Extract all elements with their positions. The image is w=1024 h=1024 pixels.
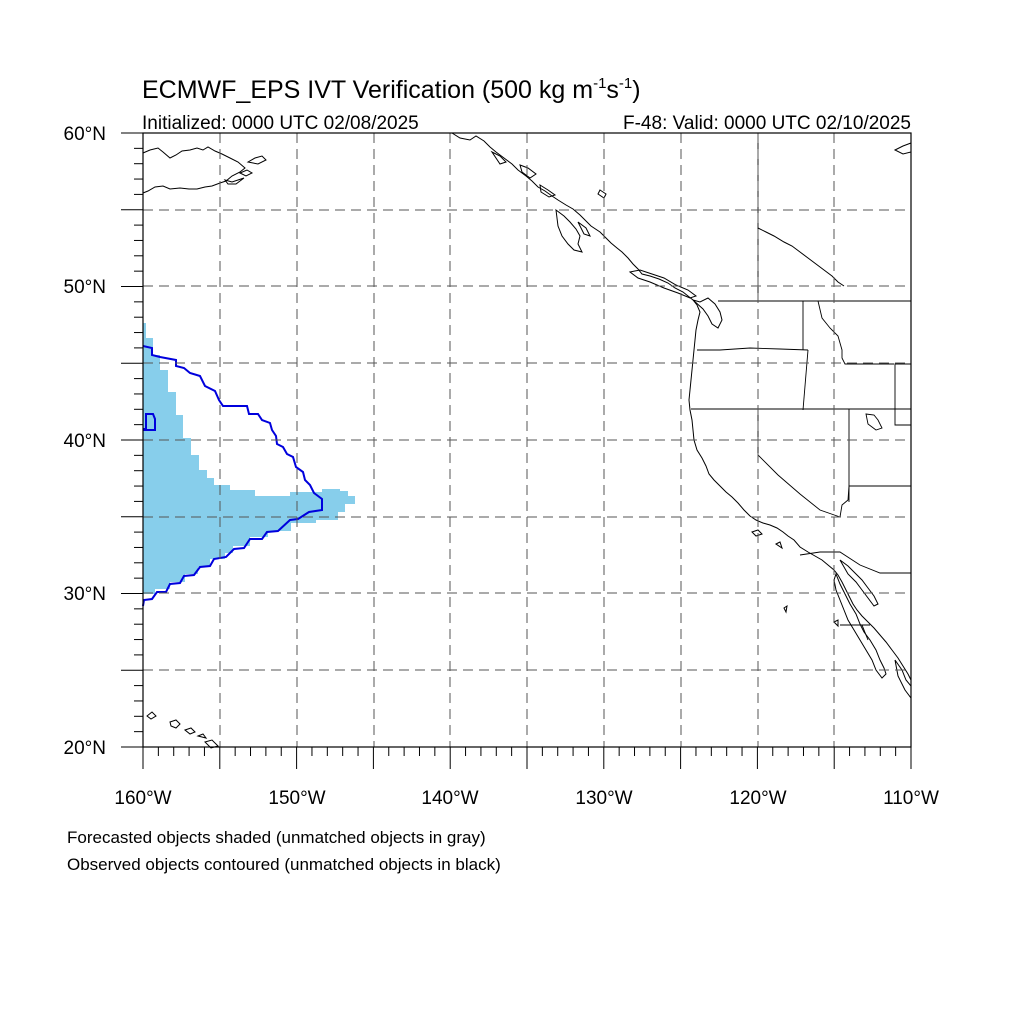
lat-label-20n: 20°N	[64, 738, 106, 759]
forecast-object-shaded	[143, 323, 355, 594]
lon-label-140w: 140°W	[421, 788, 478, 809]
lat-label-50n: 50°N	[64, 277, 106, 298]
coastlines	[142, 132, 912, 749]
valid-time-label: F-48: Valid: 0000 UTC 02/10/2025	[623, 113, 911, 134]
graticule	[143, 133, 911, 747]
lon-label-150w: 150°W	[268, 788, 325, 809]
latitude-labels: 60°N 50°N 40°N 30°N 20°N	[64, 124, 106, 759]
lon-label-160w: 160°W	[114, 788, 171, 809]
axis-ticks	[121, 132, 912, 769]
init-time-label: Initialized: 0000 UTC 02/08/2025	[142, 113, 419, 134]
lat-label-40n: 40°N	[64, 431, 106, 452]
lon-label-110w: 110°W	[883, 788, 939, 809]
lon-label-120w: 120°W	[729, 788, 786, 809]
political-borders	[691, 133, 912, 641]
map-title: ECMWF_EPS IVT Verification (500 kg m-1s-…	[142, 75, 641, 104]
footnote-observed: Observed objects contoured (unmatched ob…	[67, 855, 501, 874]
lat-label-60n: 60°N	[64, 124, 106, 145]
lon-label-130w: 130°W	[575, 788, 632, 809]
lat-label-30n: 30°N	[64, 584, 106, 605]
footnote-forecast: Forecasted objects shaded (unmatched obj…	[67, 828, 486, 847]
observed-object-small-contour	[143, 413, 156, 431]
observed-object-contour	[142, 345, 323, 607]
longitude-labels: 160°W 150°W 140°W 130°W 120°W 110°W	[114, 788, 939, 809]
